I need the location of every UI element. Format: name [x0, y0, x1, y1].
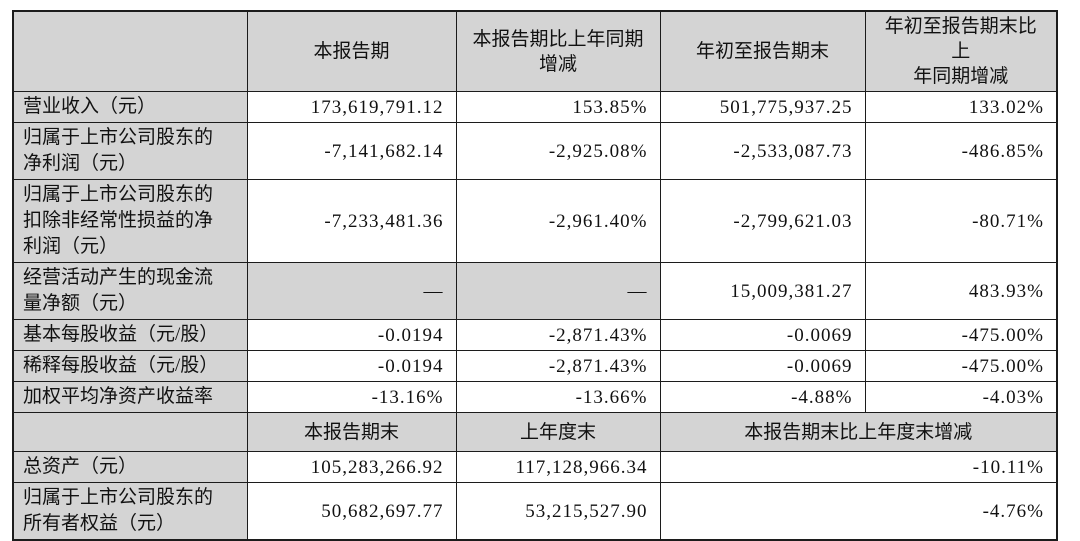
header-current-period: 本报告期 [246, 10, 457, 92]
row-label: 归属于上市公司股东的 净利润（元） [12, 122, 248, 180]
row-label: 基本每股收益（元/股） [12, 319, 248, 351]
cell-value-na: — [455, 262, 661, 320]
cell-value: -0.0194 [246, 350, 457, 382]
header-prior-year-end: 上年度末 [455, 412, 661, 452]
cell-value: -2,799,621.03 [659, 179, 866, 263]
cell-value: 153.85% [455, 91, 661, 123]
cell-value: -4.03% [864, 381, 1058, 413]
cell-value: -13.16% [246, 381, 457, 413]
cell-value: 105,283,266.92 [246, 451, 457, 483]
row-net-profit: 归属于上市公司股东的 净利润（元） -7,141,682.14 -2,925.0… [12, 122, 1058, 180]
header-period-end: 本报告期末 [246, 412, 457, 452]
cell-value: -0.0069 [659, 350, 866, 382]
key-financials-table: 本报告期 本报告期比上年同期 增减 年初至报告期末 年初至报告期末比上 年同期增… [12, 10, 1058, 541]
row-net-profit-excl-nonrecurring: 归属于上市公司股东的 扣除非经常性损益的净 利润（元） -7,233,481.3… [12, 179, 1058, 263]
row-shareholders-equity: 归属于上市公司股东的 所有者权益（元） 50,682,697.77 53,215… [12, 482, 1058, 541]
row-label: 稀释每股收益（元/股） [12, 350, 248, 382]
row-label: 经营活动产生的现金流 量净额（元） [12, 262, 248, 320]
cell-value: -4.76% [659, 482, 1058, 541]
row-diluted-eps: 稀释每股收益（元/股） -0.0194 -2,871.43% -0.0069 -… [12, 350, 1058, 382]
cell-value: -2,533,087.73 [659, 122, 866, 180]
row-label: 总资产（元） [12, 451, 248, 483]
cell-value: -475.00% [864, 350, 1058, 382]
header-row-period: 本报告期 本报告期比上年同期 增减 年初至报告期末 年初至报告期末比上 年同期增… [12, 10, 1058, 92]
cell-value: -2,871.43% [455, 319, 661, 351]
cell-value: -80.71% [864, 179, 1058, 263]
row-total-assets: 总资产（元） 105,283,266.92 117,128,966.34 -10… [12, 451, 1058, 483]
row-label: 加权平均净资产收益率 [12, 381, 248, 413]
cell-value: -475.00% [864, 319, 1058, 351]
cell-value: 53,215,527.90 [455, 482, 661, 541]
row-basic-eps: 基本每股收益（元/股） -0.0194 -2,871.43% -0.0069 -… [12, 319, 1058, 351]
cell-value: 50,682,697.77 [246, 482, 457, 541]
row-label: 归属于上市公司股东的 扣除非经常性损益的净 利润（元） [12, 179, 248, 263]
cell-value: -10.11% [659, 451, 1058, 483]
cell-value: 117,128,966.34 [455, 451, 661, 483]
row-operating-cash-flow: 经营活动产生的现金流 量净额（元） — — 15,009,381.27 483.… [12, 262, 1058, 320]
row-operating-revenue: 营业收入（元） 173,619,791.12 153.85% 501,775,9… [12, 91, 1058, 123]
cell-value: -4.88% [659, 381, 866, 413]
cell-value: -7,141,682.14 [246, 122, 457, 180]
cell-value: -0.0194 [246, 319, 457, 351]
cell-value: 133.02% [864, 91, 1058, 123]
cell-value: -13.66% [455, 381, 661, 413]
cell-value: -2,961.40% [455, 179, 661, 263]
header-ytd-yoy-change: 年初至报告期末比上 年同期增减 [864, 10, 1058, 92]
row-label: 归属于上市公司股东的 所有者权益（元） [12, 482, 248, 541]
cell-value: -2,925.08% [455, 122, 661, 180]
header-blank-cell [12, 10, 248, 92]
cell-value: 501,775,937.25 [659, 91, 866, 123]
header-row-period-end: 本报告期末 上年度末 本报告期末比上年度末增减 [12, 412, 1058, 452]
cell-value: 15,009,381.27 [659, 262, 866, 320]
cell-value: 483.93% [864, 262, 1058, 320]
cell-value: -0.0069 [659, 319, 866, 351]
header-current-period-yoy-change: 本报告期比上年同期 增减 [455, 10, 661, 92]
cell-value: -486.85% [864, 122, 1058, 180]
header-period-end-change: 本报告期末比上年度末增减 [659, 412, 1058, 452]
row-label: 营业收入（元） [12, 91, 248, 123]
cell-value: -7,233,481.36 [246, 179, 457, 263]
row-weighted-avg-roe: 加权平均净资产收益率 -13.16% -13.66% -4.88% -4.03% [12, 381, 1058, 413]
cell-value: -2,871.43% [455, 350, 661, 382]
header-ytd: 年初至报告期末 [659, 10, 866, 92]
cell-value: 173,619,791.12 [246, 91, 457, 123]
cell-value-na: — [246, 262, 457, 320]
financial-summary-section: 本报告期 本报告期比上年同期 增减 年初至报告期末 年初至报告期末比上 年同期增… [12, 10, 1058, 541]
header-blank-cell [12, 412, 248, 452]
